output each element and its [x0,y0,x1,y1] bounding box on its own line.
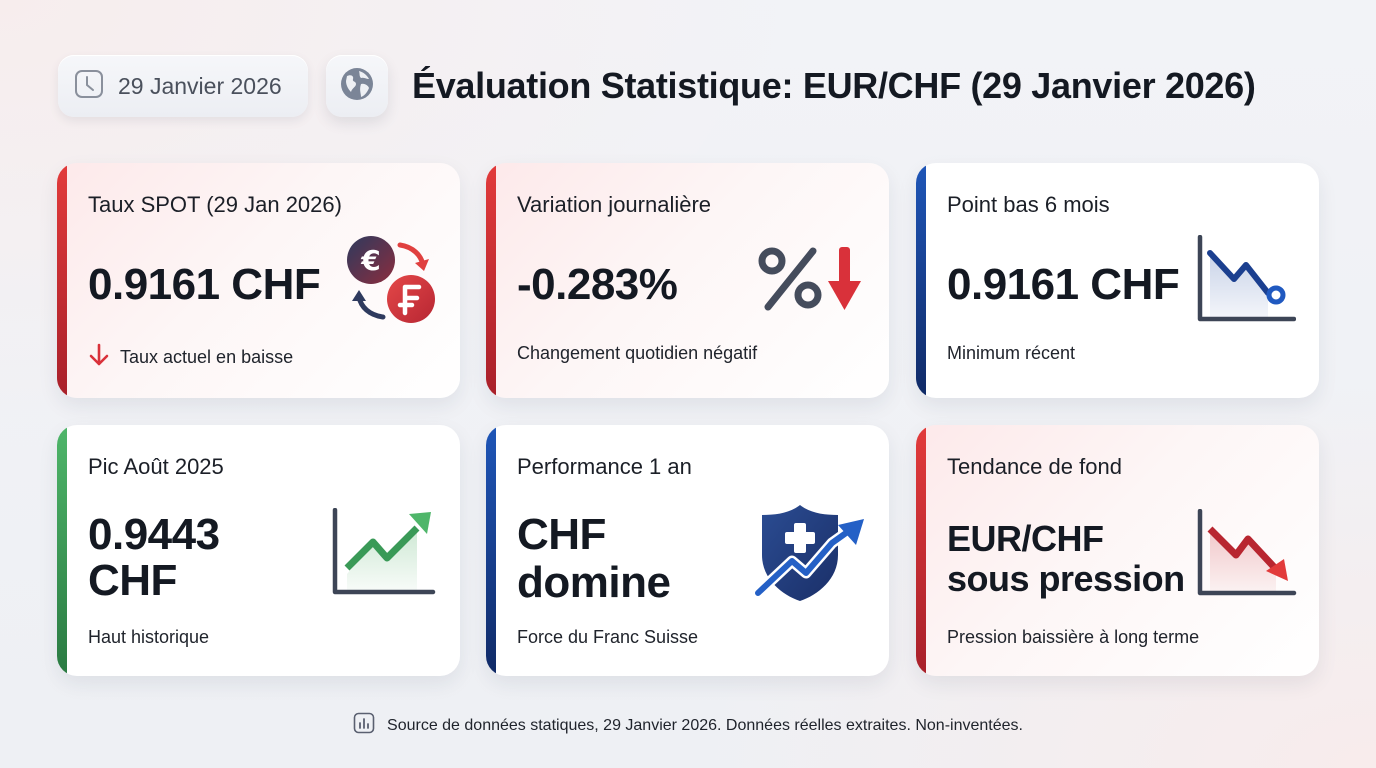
card-peak-august: Pic Août 2025 0.9443 CHF Haut historique [57,425,460,676]
card-subtext: Haut historique [88,627,210,647]
percent-down-icon [758,245,870,320]
card-value-line1: CHF [517,510,606,559]
card-subtext: Minimum récent [947,343,1076,363]
card-one-year-performance: Performance 1 an CHF domine Force du Fra… [486,425,889,676]
header: 29 Janvier 2026 Évaluation Statistique: … [58,55,1256,117]
bar-chart-icon [353,712,375,739]
card-underlying-trend: Tendance de fond EUR/CHF sous pression P… [916,425,1319,676]
card-label: Point bas 6 mois [947,192,1110,217]
date-text: 29 Janvier 2026 [118,72,282,99]
card-six-month-low: Point bas 6 mois 0.9161 CHF Minimum réce… [916,163,1319,398]
card-value: -0.283% [517,260,678,309]
svg-text:€: € [360,244,380,277]
card-spot-rate: Taux SPOT (29 Jan 2026) 0.9161 CHF Taux … [57,163,460,398]
card-value: 0.9161 CHF [88,260,321,309]
card-subtext: Force du Franc Suisse [517,627,699,647]
card-daily-change: Variation journalière -0.283% Changement… [486,163,889,398]
footer: Source de données statiques, 29 Janvier … [0,712,1376,739]
currency-exchange-icon: € [345,235,437,332]
accent-bar [916,163,926,398]
card-value-line2: domine [517,558,671,607]
card-subtext: Taux actuel en baisse [88,343,293,372]
card-value: 0.9443 CHF [88,513,220,603]
swiss-shield-icon [752,503,869,608]
card-value: CHF domine [517,510,671,607]
card-value-line1: EUR/CHF [947,518,1104,559]
page-title: Évaluation Statistique: EUR/CHF (29 Janv… [412,65,1256,106]
card-value: EUR/CHF sous pression [947,521,1185,597]
footer-text: Source de données statiques, 29 Janvier … [387,716,1023,734]
card-value-line1: 0.9443 [88,510,220,559]
line-chart-up-icon [331,507,439,605]
date-pill[interactable]: 29 Janvier 2026 [58,55,308,117]
card-label: Pic Août 2025 [88,454,224,479]
card-label: Taux SPOT (29 Jan 2026) [88,192,342,217]
clock-icon [74,69,104,104]
card-label: Performance 1 an [517,454,692,479]
card-label: Tendance de fond [947,454,1122,479]
card-subtext: Changement quotidien négatif [517,343,758,363]
globe-icon [339,66,375,107]
card-value-line2: sous pression [947,558,1185,599]
card-label: Variation journalière [517,192,712,217]
card-value: 0.9161 CHF [947,260,1180,309]
line-chart-low-icon [1196,234,1297,330]
card-subtext: Pression baissière à long terme [947,627,1200,647]
globe-button[interactable] [326,55,388,117]
card-subtext-label: Taux actuel en baisse [120,347,294,367]
card-value-line2: CHF [88,556,177,605]
accent-bar [486,425,496,676]
line-chart-down-icon [1196,508,1300,606]
arrow-down-icon [88,343,110,372]
